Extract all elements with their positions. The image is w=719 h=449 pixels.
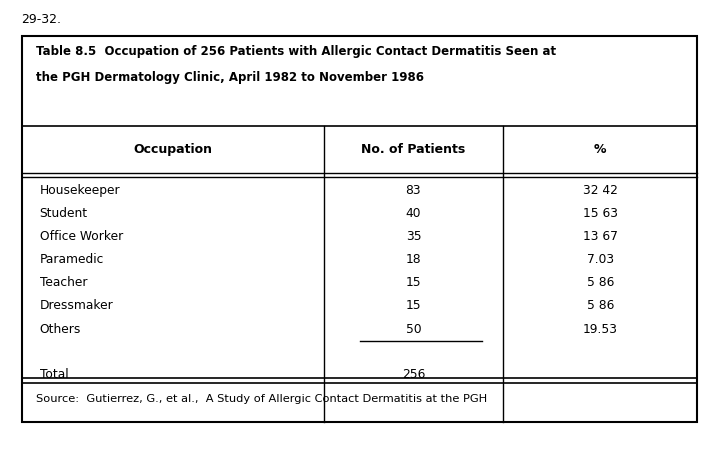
Text: 32 42: 32 42	[583, 184, 618, 197]
Text: 35: 35	[406, 230, 421, 243]
Text: 40: 40	[406, 207, 421, 220]
Text: 29-32.: 29-32.	[22, 13, 62, 26]
Text: 7.03: 7.03	[587, 253, 614, 266]
Text: 50: 50	[406, 322, 421, 335]
Text: Source:  Gutierrez, G., et al.,  A Study of Allergic Contact Dermatitis at the P: Source: Gutierrez, G., et al., A Study o…	[36, 394, 487, 404]
Text: Student: Student	[40, 207, 88, 220]
Text: Housekeeper: Housekeeper	[40, 184, 120, 197]
Text: 15 63: 15 63	[583, 207, 618, 220]
Text: %: %	[594, 143, 607, 156]
Text: 15: 15	[406, 299, 421, 313]
Bar	[22, 36, 697, 422]
Text: 15: 15	[406, 277, 421, 290]
Text: 5 86: 5 86	[587, 299, 614, 313]
Text: Paramedic: Paramedic	[40, 253, 104, 266]
Text: 13 67: 13 67	[583, 230, 618, 243]
Text: 19.53: 19.53	[583, 322, 618, 335]
Text: Occupation: Occupation	[133, 143, 212, 156]
Text: 5 86: 5 86	[587, 277, 614, 290]
Text: Office Worker: Office Worker	[40, 230, 123, 243]
Text: Others: Others	[40, 322, 81, 335]
Text: 18: 18	[406, 253, 421, 266]
Text: Total: Total	[40, 368, 68, 381]
Text: Dressmaker: Dressmaker	[40, 299, 114, 313]
Text: 83: 83	[406, 184, 421, 197]
Text: Teacher: Teacher	[40, 277, 87, 290]
Text: No. of Patients: No. of Patients	[362, 143, 465, 156]
Text: Table 8.5  Occupation of 256 Patients with Allergic Contact Dermatitis Seen at: Table 8.5 Occupation of 256 Patients wit…	[36, 45, 556, 58]
Text: 256: 256	[402, 368, 425, 381]
Text: the PGH Dermatology Clinic, April 1982 to November 1986: the PGH Dermatology Clinic, April 1982 t…	[36, 71, 424, 84]
